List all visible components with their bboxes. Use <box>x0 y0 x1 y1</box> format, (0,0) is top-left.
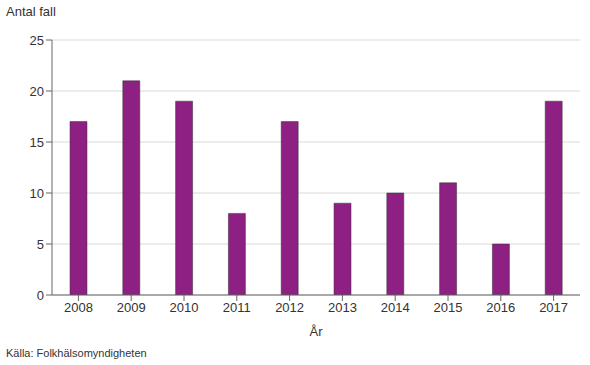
svg-text:År: År <box>310 324 324 339</box>
svg-text:2012: 2012 <box>275 300 304 315</box>
svg-text:2013: 2013 <box>328 300 357 315</box>
svg-text:2014: 2014 <box>381 300 410 315</box>
svg-text:20: 20 <box>30 84 44 99</box>
svg-text:15: 15 <box>30 135 44 150</box>
svg-text:2008: 2008 <box>64 300 93 315</box>
svg-text:2009: 2009 <box>117 300 146 315</box>
svg-text:2010: 2010 <box>170 300 199 315</box>
svg-text:0: 0 <box>37 288 44 303</box>
html-text:Källa: Folkhälsomyndigheten: Källa: Folkhälsomyndigheten <box>6 347 147 359</box>
svg-text:10: 10 <box>30 186 44 201</box>
svg-text:2016: 2016 <box>486 300 515 315</box>
svg-text:2015: 2015 <box>434 300 463 315</box>
svg-text:5: 5 <box>37 237 44 252</box>
svg-text:25: 25 <box>30 33 44 48</box>
html-text:Antal fall: Antal fall <box>6 4 56 19</box>
svg-text:2011: 2011 <box>223 300 251 315</box>
svg-text:2017: 2017 <box>539 300 568 315</box>
